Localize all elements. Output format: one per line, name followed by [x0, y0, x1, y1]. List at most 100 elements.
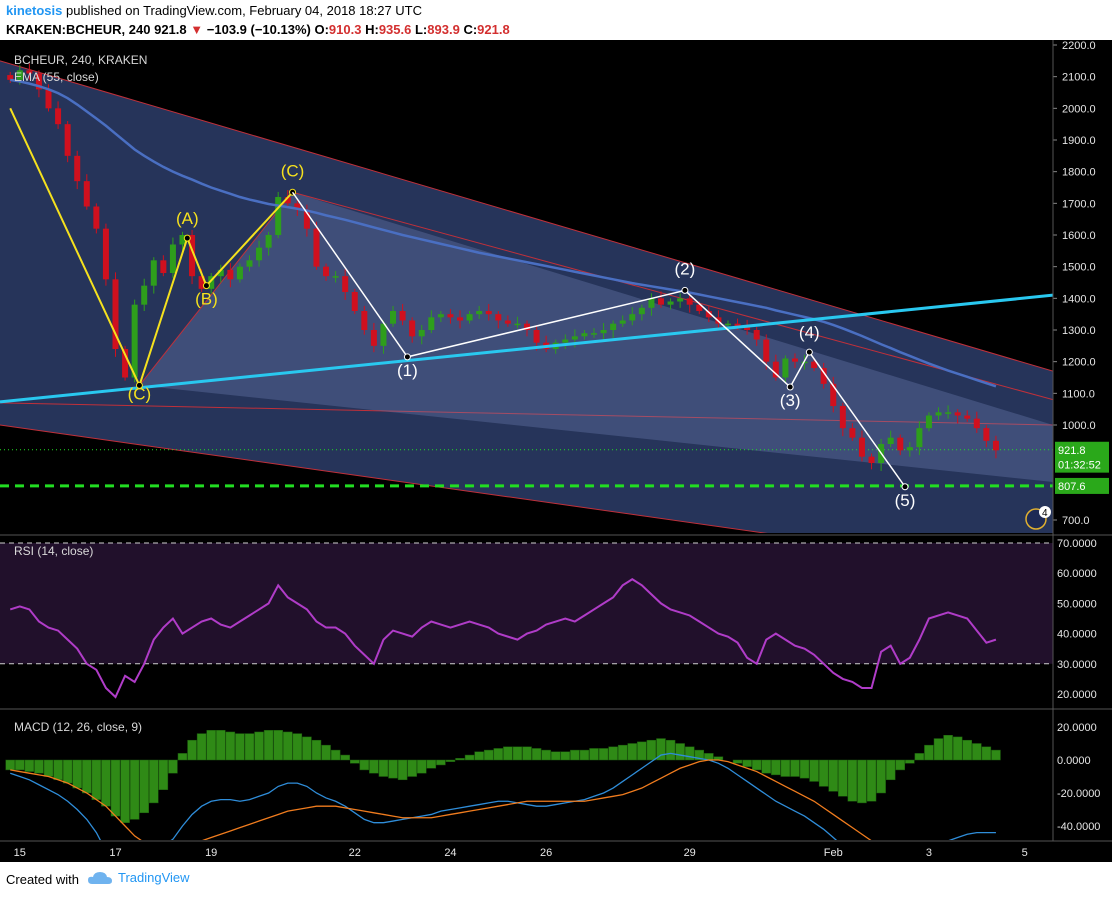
macd-histogram-bar — [541, 749, 551, 761]
macd-histogram-bar — [914, 753, 925, 761]
candle-body — [390, 311, 397, 324]
macd-histogram-bar — [436, 759, 446, 766]
ema-label: EMA (55, close) — [14, 70, 99, 84]
macd-histogram-bar — [799, 759, 810, 779]
candle-body — [93, 206, 100, 229]
candle-body — [648, 298, 655, 308]
macd-histogram-bar — [991, 749, 1001, 761]
candle-body — [370, 330, 377, 346]
candle-body — [696, 304, 703, 311]
candle-body — [992, 440, 999, 451]
macd-histogram-bar — [560, 751, 571, 761]
candle-body — [45, 89, 52, 109]
ascending-trendline — [0, 293, 1053, 404]
candle-body — [64, 124, 71, 156]
macd-histogram-bar — [149, 759, 159, 804]
last-price-tag-bg — [1055, 441, 1109, 458]
candle-body — [686, 298, 693, 305]
macd-histogram-bar — [15, 759, 25, 771]
candle-body — [973, 418, 980, 429]
ema-line — [10, 78, 997, 388]
wave-label: (C) — [128, 385, 152, 404]
rsi-pane[interactable] — [0, 542, 1053, 699]
macd-histogram-bar — [216, 730, 226, 761]
candle-body — [208, 276, 215, 289]
macd-histogram-bar — [187, 739, 197, 761]
candle-body — [342, 276, 349, 292]
candle-body — [734, 323, 741, 327]
candle-body — [303, 209, 310, 229]
macd-histogram-bar — [397, 759, 408, 781]
channel-inner-line — [0, 402, 1053, 426]
macd-label: MACD (12, 26, close, 9) — [14, 720, 142, 734]
macd-histogram-bar — [885, 759, 896, 781]
username-link[interactable]: kinetosis — [6, 3, 63, 18]
candle-body — [351, 292, 358, 311]
rsi-tick-label: 60.0000 — [1057, 568, 1097, 580]
high-label: H: — [365, 22, 379, 37]
last-price: 921.8 — [154, 22, 187, 37]
macd-histogram-bar — [790, 759, 800, 777]
macd-histogram-bar — [474, 751, 484, 761]
macd-histogram-bar — [407, 759, 417, 777]
candle-body — [26, 70, 33, 74]
macd-histogram-bar — [483, 749, 494, 761]
candle-body — [667, 301, 674, 305]
descending-channel — [0, 60, 1053, 533]
candle-body — [610, 323, 617, 330]
tradingview-link[interactable]: TradingView — [88, 870, 190, 885]
macd-histogram-bar — [589, 748, 599, 761]
wave-label: (C) — [281, 161, 305, 180]
candle-body — [629, 314, 636, 321]
last-price-tag: 921.8 — [1058, 445, 1086, 457]
low-value: 893.9 — [427, 22, 460, 37]
candle-body — [265, 235, 272, 248]
wave-point — [681, 286, 689, 294]
macd-histogram-bar — [330, 749, 341, 761]
price-tick-label: 1800.0 — [1062, 167, 1096, 179]
chart-canvas[interactable]: (C) (A) (B) (C) (1) (2) (3) (4) (5) 2200.0 2100.0… — [0, 40, 1112, 862]
macd-histogram-bar — [302, 736, 312, 761]
candle-body — [916, 428, 923, 448]
macd-pane[interactable] — [5, 730, 1001, 862]
wave-label: (B) — [195, 290, 218, 309]
macd-histogram-bar — [129, 759, 140, 820]
macd-histogram-bar — [120, 759, 130, 823]
published-text: published on TradingView.com, February 0… — [65, 3, 423, 18]
candle-body — [485, 311, 492, 315]
candle-body — [323, 266, 330, 277]
candle-body — [657, 298, 664, 305]
macd-histogram-bar — [311, 739, 322, 761]
macd-histogram-bar — [263, 730, 274, 761]
wedge-upper-edge — [292, 191, 1053, 401]
rsi-band-fill — [0, 543, 1053, 664]
support-tag-bg — [1055, 477, 1109, 494]
macd-histogram-bar — [254, 731, 264, 761]
candle-body — [830, 383, 837, 406]
tradingview-brand: TradingView — [118, 870, 190, 885]
macd-histogram-bar — [321, 744, 331, 761]
candle-body — [562, 339, 569, 343]
wave-label: (3) — [780, 391, 801, 410]
macd-histogram-bar — [857, 759, 867, 804]
macd-histogram-bar — [570, 749, 580, 761]
macd-histogram-bar — [933, 738, 944, 761]
price-plot-area: (C) (A) (B) (C) (1) (2) (3) (4) (5) — [0, 60, 1053, 533]
macd-histogram-bar — [876, 759, 886, 794]
macd-histogram-bar — [91, 759, 102, 800]
candle-body — [849, 428, 856, 438]
down-arrow-icon: ▼ — [190, 22, 204, 37]
candle-body — [198, 276, 205, 289]
created-with-text: Created with — [6, 872, 79, 887]
candle-body — [457, 317, 464, 321]
axes: 2200.0 2100.0 2000.0 1900.0 1800.0 1700.0 1600… — [0, 40, 1112, 862]
price-tick-label: 700.0 — [1062, 515, 1090, 527]
macd-histogram-bar — [742, 759, 752, 767]
price-change: −103.9 (−10.13%) — [206, 22, 311, 37]
price-pane[interactable]: (C) (A) (B) (C) (1) (2) (3) (4) (5) — [0, 60, 1053, 574]
macd-histogram-bar — [445, 759, 456, 762]
candle-body — [495, 314, 502, 321]
candle-body — [591, 333, 597, 335]
macd-histogram-bar — [62, 759, 73, 784]
wave-label: (2) — [675, 260, 696, 279]
